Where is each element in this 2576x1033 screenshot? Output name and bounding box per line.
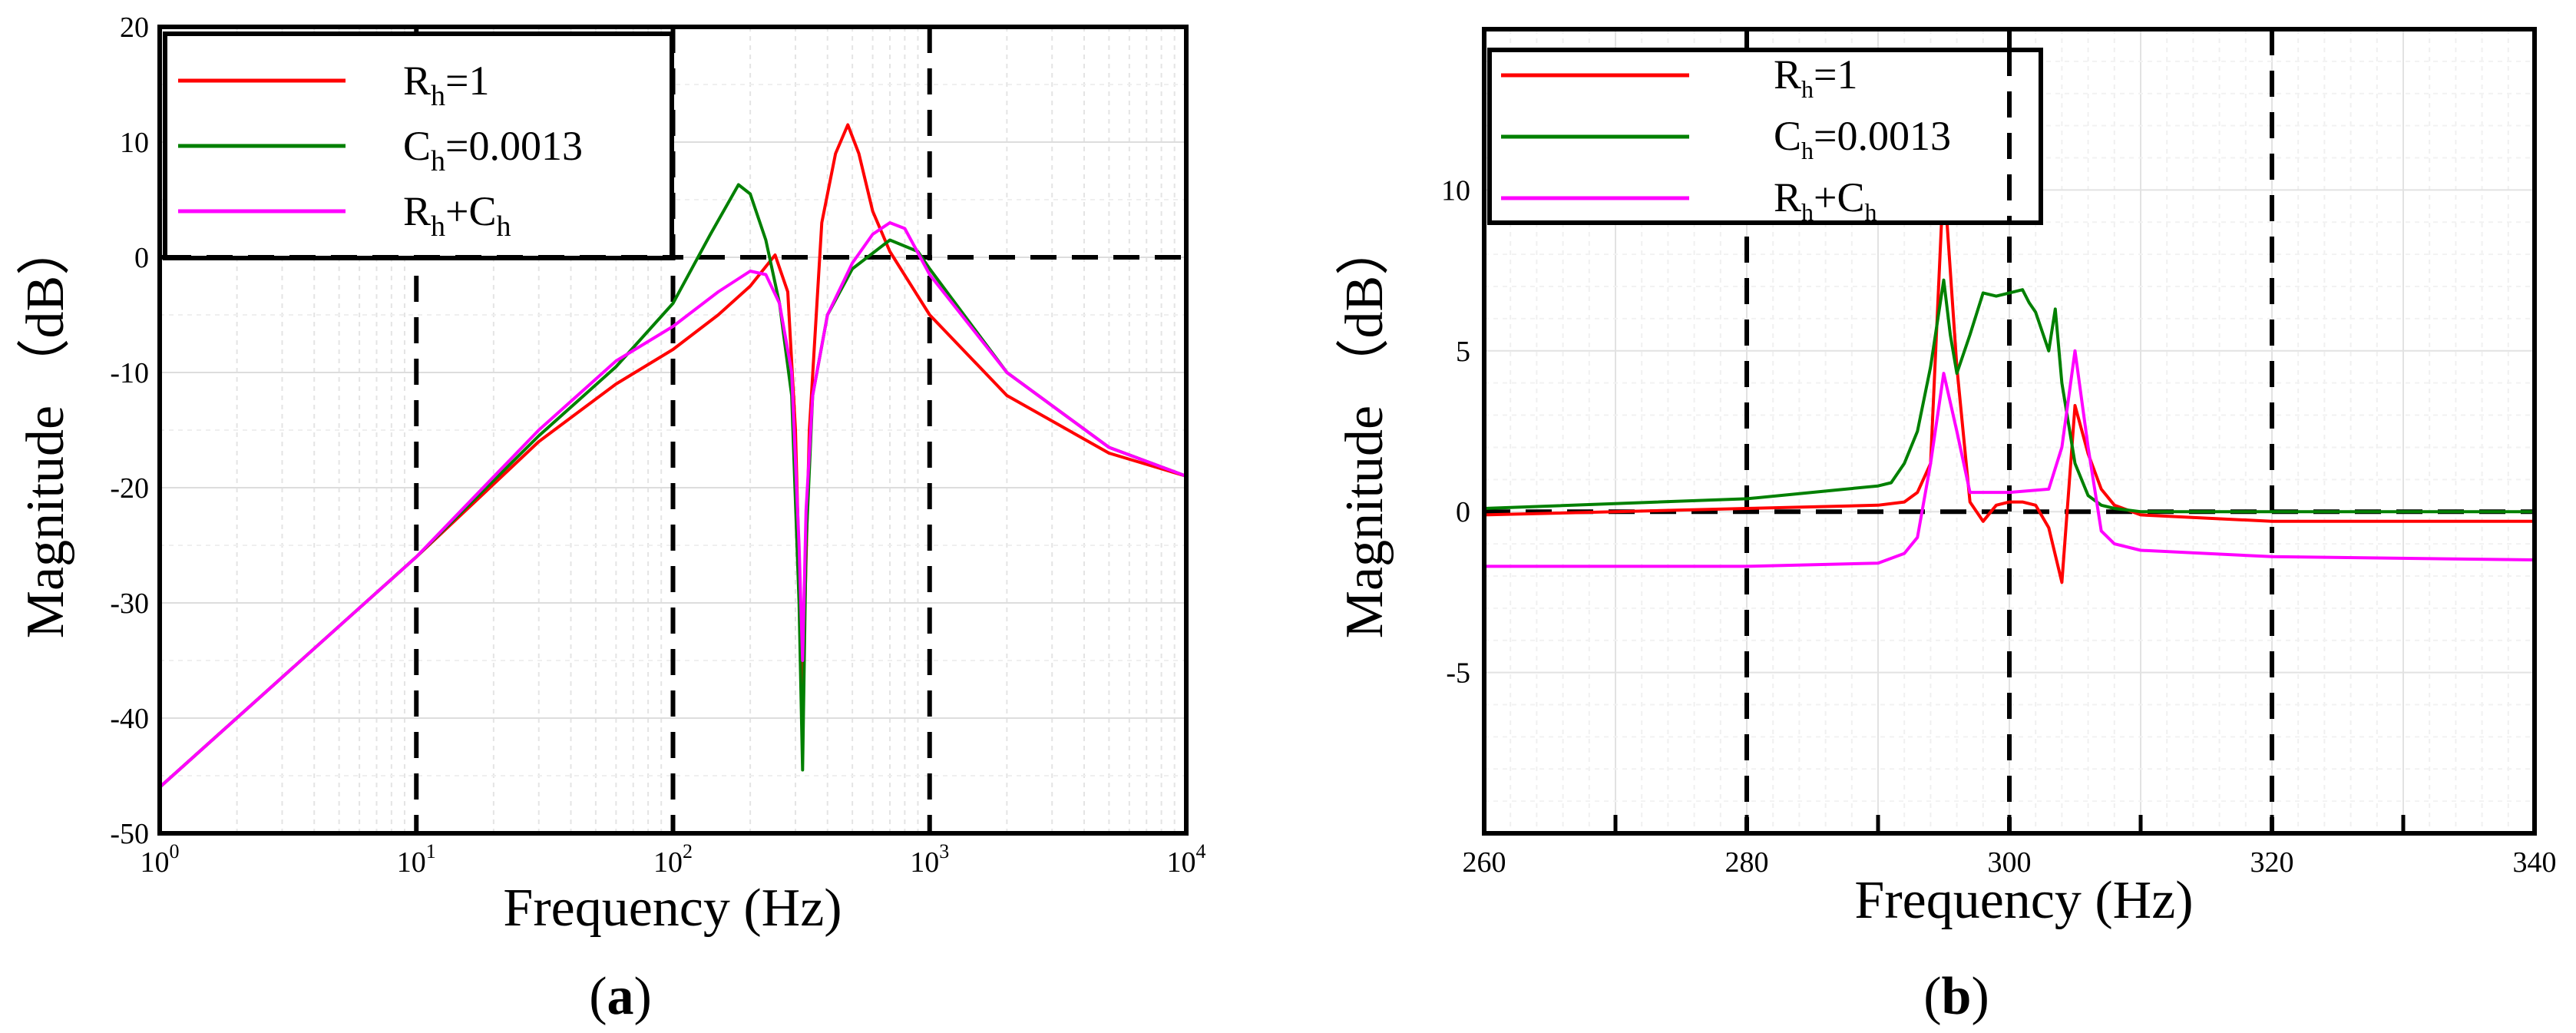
panel-b-chart: 10 5 0 -5 260 280 300 320 340 Rh=1 Ch=0.0013 Rh+Ch… xyxy=(1335,27,2557,1026)
y-tick-label: -30 xyxy=(110,588,149,620)
y-tick-label: 10 xyxy=(120,127,149,159)
x-tick-label: 340 xyxy=(2513,846,2557,879)
legend-label: Rh+Ch xyxy=(1774,174,1877,226)
y-tick-label: -50 xyxy=(110,818,149,850)
panel-b-y-axis-label: Magnitude （dB） xyxy=(1335,222,1394,638)
panel-a-caption: (a) xyxy=(589,967,652,1026)
series-line-1 xyxy=(1483,172,2535,584)
x-tick-label: 280 xyxy=(1725,846,1769,879)
x-tick-label: 102 xyxy=(653,840,693,879)
y-tick-label: 0 xyxy=(1456,496,1470,528)
panel-a-plot-frame xyxy=(157,25,1189,836)
panel-a-series xyxy=(158,123,1187,789)
panel-a-y-axis-label: Magnitude （dB） xyxy=(16,222,75,638)
panel-b-legend: Rh=1 Ch=0.0013 Rh+Ch xyxy=(1487,48,2043,226)
panel-b-x-axis-label: Frequency (Hz) xyxy=(1854,871,2193,930)
x-tick-label: 104 xyxy=(1167,840,1206,879)
legend-label: Rh=1 xyxy=(403,58,490,112)
legend-label: Rh=1 xyxy=(1774,51,1858,103)
legend-label: Rh+Ch xyxy=(403,188,511,243)
y-tick-label: 10 xyxy=(1441,174,1470,207)
x-tick-label: 260 xyxy=(1463,846,1506,879)
y-tick-label: -10 xyxy=(110,357,149,389)
panel-b-caption: (b) xyxy=(1923,967,1989,1026)
panel-b-tick-labels: 10 5 0 -5 260 280 300 320 340 xyxy=(1441,174,2557,879)
panel-b-series xyxy=(1483,172,2535,584)
x-tick-label: 320 xyxy=(2250,846,2294,879)
y-tick-label: 0 xyxy=(134,242,149,274)
legend-label: Ch=0.0013 xyxy=(403,123,583,177)
x-tick-label: 300 xyxy=(1988,846,2032,879)
y-tick-label: -20 xyxy=(110,472,149,505)
series-line-3 xyxy=(158,221,1187,789)
x-tick-label: 103 xyxy=(910,840,949,879)
legend-label: Ch=0.0013 xyxy=(1774,113,1951,164)
y-tick-label: -40 xyxy=(110,703,149,735)
panel-b-plot-frame xyxy=(1482,27,2537,836)
x-tick-label: 101 xyxy=(397,840,436,879)
y-tick-label: 5 xyxy=(1456,336,1470,368)
x-tick-label: 100 xyxy=(141,840,180,879)
series-line-3 xyxy=(1484,349,2535,568)
y-tick-label: -5 xyxy=(1446,657,1470,690)
panel-a-x-axis-label: Frequency (Hz) xyxy=(503,879,842,938)
y-tick-label: 20 xyxy=(120,12,149,44)
panel-a-legend: Rh=1 Ch=0.0013 Rh+Ch xyxy=(163,31,674,260)
legend-box xyxy=(1487,48,2043,225)
